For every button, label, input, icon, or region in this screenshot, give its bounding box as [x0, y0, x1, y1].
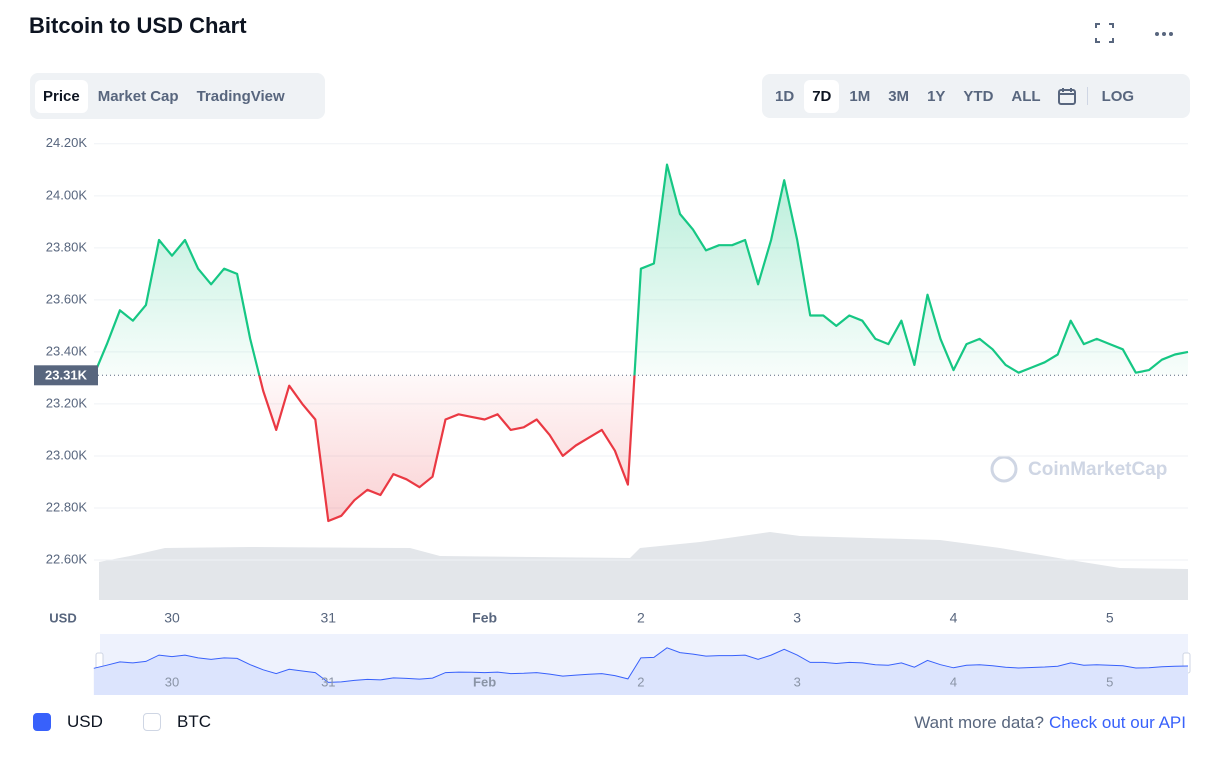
axis-unit: USD [49, 610, 76, 625]
x-tick-label: 5 [1106, 610, 1114, 626]
x-tick-label: 31 [321, 610, 337, 626]
legend-label: BTC [177, 712, 211, 731]
x-tick-label: 3 [793, 610, 801, 626]
navigator-label: 3 [794, 674, 801, 689]
range-button[interactable]: 1D [775, 87, 795, 105]
volume-bars [99, 532, 1188, 600]
x-tick-label: Feb [472, 610, 497, 626]
y-tick-label: 23.80K [46, 239, 88, 254]
navigator-label: 30 [165, 674, 179, 689]
area-fill [93, 164, 1188, 521]
page-title: Bitcoin to USD Chart [29, 13, 247, 38]
legend-item[interactable]: BTC [143, 712, 211, 732]
range-button[interactable]: 3M [888, 87, 910, 105]
tab[interactable]: Market Cap [97, 87, 179, 105]
reference-label-bg [34, 365, 98, 386]
range-button[interactable]: ALL [1011, 87, 1041, 105]
y-tick-label: 24.20K [46, 135, 88, 150]
legend-label: USD [67, 712, 103, 731]
navigator-label: 5 [1106, 674, 1113, 689]
navigator-line [93, 647, 1189, 683]
range-group: 1D 7D 1M 3M 1Y YTD ALL LOG [762, 74, 1190, 118]
navigator-area [93, 647, 1188, 695]
navigator-label: Feb [473, 674, 496, 689]
watermark-text: CoinMarketCap [1028, 459, 1167, 480]
separator [1086, 87, 1088, 105]
log-button[interactable]: LOG [1101, 87, 1135, 105]
api-link[interactable]: Check out our API [1048, 713, 1186, 732]
x-tick-label: 2 [637, 610, 645, 626]
y-tick-label: 22.60K [46, 551, 88, 566]
x-tick-label: 4 [950, 610, 958, 626]
icons[interactable] [1095, 23, 1114, 43]
checkbox[interactable] [143, 713, 161, 731]
range-button[interactable]: 7D [804, 79, 840, 113]
checkbox[interactable] [33, 713, 51, 731]
legend-item[interactable]: USD [33, 712, 103, 732]
y-tick-label: 23.60K [46, 291, 88, 306]
reference-label: 23.31K [45, 368, 88, 383]
range-button[interactable]: YTD [963, 87, 994, 105]
watermark: CoinMarketCap [990, 455, 1167, 483]
navigator-label: 31 [321, 674, 335, 689]
navigator-label: 4 [950, 674, 957, 689]
calendar-icon[interactable] [1057, 86, 1077, 106]
y-tick-label: 23.20K [46, 395, 88, 410]
y-tick-label: 24.00K [46, 187, 88, 202]
y-tick-label: 23.00K [46, 447, 88, 462]
range-button[interactable]: 1M [849, 87, 871, 105]
more-icon[interactable] [1155, 32, 1173, 36]
y-tick-label: 22.80K [46, 499, 88, 514]
navigator-label: 2 [637, 674, 644, 689]
x-tick-label: 30 [164, 610, 180, 626]
tab[interactable]: Price [35, 79, 88, 113]
y-tick-label: 23.40K [46, 343, 88, 358]
range-button[interactable]: 1Y [927, 87, 946, 105]
tab[interactable]: TradingView [196, 87, 285, 105]
footer-text: Want more data? [914, 713, 1044, 732]
footer: Want more data? Check out our API [914, 713, 1186, 733]
price-line [92, 163, 1189, 523]
tab-group: Price Market Cap TradingView [30, 73, 325, 119]
